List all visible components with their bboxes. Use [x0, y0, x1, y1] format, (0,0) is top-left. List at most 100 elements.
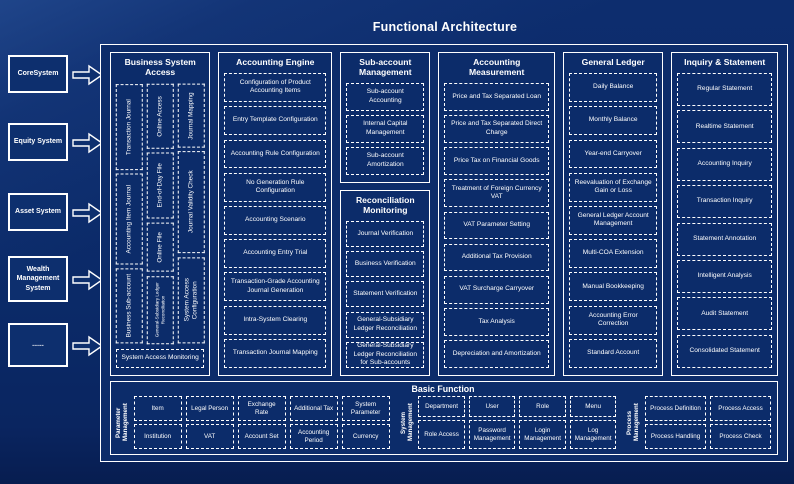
item-box: Accounting Rule Configuration — [224, 139, 327, 169]
item-box: Accounting Scenario — [224, 206, 327, 235]
item-box: Exchange Rate — [237, 396, 286, 421]
item-box: Configuration of Product Accounting Item… — [224, 73, 327, 102]
section-grid: Department User Role Menu Role Access Pa… — [418, 396, 617, 449]
item-box: Online Access — [146, 83, 174, 149]
column-subaccount-reconciliation: Sub-account Management Sub-account Accou… — [340, 52, 431, 376]
left-system-row: ...... — [8, 323, 104, 367]
item-box: Price and Tax Separated Loan — [444, 82, 550, 111]
item-box: General-Subsidiary Ledger Reconciliation — [146, 275, 174, 344]
column-accounting-engine: Accounting Engine Configuration of Produ… — [218, 52, 333, 376]
column-sub-account-management: Sub-account Management Sub-account Accou… — [340, 52, 431, 184]
item-box: Process Definition — [645, 396, 707, 421]
item-box: Accounting Item Journal — [116, 173, 143, 265]
item-box: Additional Tax Provision — [444, 243, 550, 272]
item-box: Currency — [341, 424, 390, 449]
left-system-row: Wealth Management System — [8, 256, 104, 302]
item-box: Multi-COA Extension — [569, 239, 658, 269]
section-parameter-management: Parameter Management Item Legal Person E… — [115, 396, 390, 449]
other-systems-box: ...... — [8, 323, 68, 367]
page-title: Functional Architecture — [372, 20, 518, 34]
left-system-row: Equity System — [8, 123, 104, 161]
item-box: Consolidated Statement — [677, 334, 772, 368]
item-box: Accounting Error Correction — [569, 305, 658, 335]
item-box: Reevaluation of Exchange Gain or Loss — [569, 172, 658, 202]
item-box: General Ledger Account Management — [569, 206, 658, 235]
item-box: Legal Person — [185, 396, 234, 421]
column-header: General Ledger — [581, 57, 645, 67]
item-box: Accounting Period — [289, 424, 338, 449]
column-general-ledger: General Ledger Daily Balance Monthly Bal… — [563, 52, 664, 376]
bsa-subcolumn-2: Online Access End-of-Day File Online Fil… — [146, 82, 174, 346]
item-box: Journal Verification — [346, 221, 425, 247]
item-box: Transaction Journal Mapping — [224, 338, 327, 368]
item-box: Login Management — [519, 420, 566, 449]
item-box: Internal Capital Management — [346, 115, 425, 143]
column-header: Business System Access — [124, 57, 196, 77]
item-box: Entry Template Configuration — [224, 106, 327, 136]
item-box: Intra-System Clearing — [224, 305, 327, 335]
equity-system-box: Equity System — [8, 123, 68, 161]
business-system-access-grid: Transaction Journal Accounting Item Jour… — [116, 82, 205, 346]
basic-function-sections: Parameter Management Item Legal Person E… — [115, 396, 771, 449]
column-business-system-access: Business System Access Transaction Journ… — [110, 52, 211, 376]
flow-arrow-icon — [72, 335, 104, 357]
wealth-management-system-box: Wealth Management System — [8, 256, 68, 302]
item-box: Menu — [569, 396, 617, 418]
column-header: Sub-account Management — [359, 57, 412, 77]
item-box: No Generation Rule Configuration — [224, 172, 327, 202]
item-box: Business Sub-account — [116, 268, 143, 344]
item-box: Password Management — [468, 420, 516, 449]
item-box: Additional Tax — [289, 396, 338, 421]
section-system-management: System Management Department User Role M… — [400, 396, 617, 449]
item-box: Process Handling — [645, 424, 707, 449]
item-box: Institution — [133, 424, 182, 449]
section-process-management: Process Management Process Definition Pr… — [626, 396, 771, 449]
item-box: Transaction Journal — [116, 83, 143, 170]
item-box: Online File — [146, 222, 174, 272]
item-box: Role — [519, 396, 566, 418]
item-box: VAT Parameter Setting — [444, 211, 550, 240]
left-system-row: Asset System — [8, 193, 104, 231]
item-box: Year-end Carryover — [569, 139, 658, 169]
item-box: Transaction-Grade Accounting Journal Gen… — [224, 272, 327, 302]
item-box: Department — [418, 396, 465, 418]
item-box: Statement Annotation — [677, 222, 772, 256]
item-box: Transaction Inquiry — [677, 185, 772, 219]
item-box: Price and Tax Separated Direct Charge — [444, 115, 550, 143]
item-box: Item — [133, 396, 182, 421]
item-box: Journal Mapping — [177, 83, 205, 148]
column-header: Inquiry & Statement — [684, 57, 766, 67]
item-box: Realtime Statement — [677, 110, 772, 144]
column-header: Accounting Engine — [236, 57, 315, 67]
functional-architecture-panel: Business System Access Transaction Journ… — [100, 44, 788, 462]
section-grid: Process Definition Process Access Proces… — [645, 396, 771, 449]
item-box: End-of-Day File — [146, 152, 174, 219]
item-box: VAT Surcharge Carryover — [444, 275, 550, 304]
item-box: Statement Verification — [346, 281, 425, 308]
item-box: User — [468, 396, 516, 418]
item-box: Depreciation and Amortization — [444, 340, 550, 368]
item-box: Audit Statement — [677, 297, 772, 331]
column-header: Reconciliation Monitoring — [355, 195, 415, 215]
item-box: Treatment of Foreign Currency VAT — [444, 179, 550, 208]
core-system-box: CoreSystem — [8, 55, 68, 93]
column-inquiry-statement: Inquiry & Statement Regular Statement Re… — [671, 52, 778, 376]
flow-arrow-icon — [72, 64, 104, 86]
item-box: Journal Validity Check — [177, 151, 205, 254]
module-columns: Business System Access Transaction Journ… — [110, 52, 778, 376]
item-box: Intelligent Analysis — [677, 260, 772, 294]
item-box: Monthly Balance — [569, 106, 658, 136]
basic-function-panel: Basic Function Parameter Management Item… — [110, 381, 778, 455]
column-reconciliation-monitoring: Reconciliation Monitoring Journal Verifi… — [340, 190, 431, 376]
item-box: Manual Bookkeeping — [569, 272, 658, 302]
item-box: System Access Configuration — [177, 257, 205, 344]
item-box: System Parameter — [341, 396, 390, 421]
item-box: System Access Monitoring — [116, 348, 205, 368]
basic-function-title: Basic Function — [411, 384, 475, 394]
section-label: System Management — [399, 403, 414, 442]
flow-arrow-icon — [72, 202, 104, 224]
asset-system-box: Asset System — [8, 193, 68, 231]
flow-arrow-icon — [72, 269, 104, 291]
item-box: VAT — [185, 424, 234, 449]
item-box: Accounting Inquiry — [677, 147, 772, 181]
